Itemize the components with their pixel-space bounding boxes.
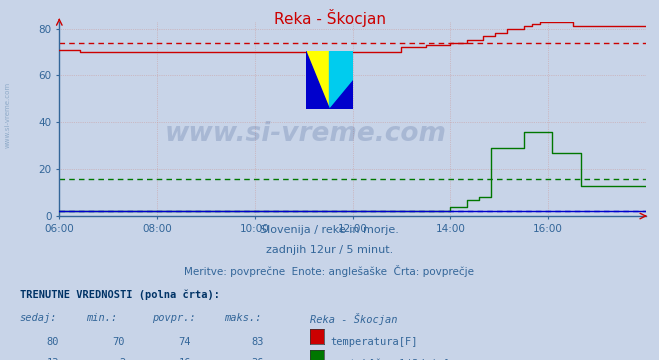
- Text: www.si-vreme.com: www.si-vreme.com: [5, 82, 11, 148]
- Text: Reka - Škocjan: Reka - Škocjan: [273, 9, 386, 27]
- Polygon shape: [306, 51, 330, 109]
- Text: zadnjih 12ur / 5 minut.: zadnjih 12ur / 5 minut.: [266, 245, 393, 255]
- Text: 2: 2: [119, 358, 125, 360]
- Bar: [306, 51, 330, 109]
- Text: 13: 13: [47, 358, 59, 360]
- Text: maks.:: maks.:: [224, 313, 262, 323]
- Text: 83: 83: [251, 337, 264, 347]
- Text: TRENUTNE VREDNOSTI (polna črta):: TRENUTNE VREDNOSTI (polna črta):: [20, 290, 219, 300]
- Text: 16: 16: [179, 358, 191, 360]
- Text: Meritve: povprečne  Enote: anglešaške  Črta: povprečje: Meritve: povprečne Enote: anglešaške Črt…: [185, 265, 474, 276]
- Text: 74: 74: [179, 337, 191, 347]
- Text: Slovenija / reke in morje.: Slovenija / reke in morje.: [260, 225, 399, 235]
- Text: povpr.:: povpr.:: [152, 313, 195, 323]
- Polygon shape: [330, 80, 353, 109]
- Text: 80: 80: [47, 337, 59, 347]
- Text: 70: 70: [113, 337, 125, 347]
- Bar: [330, 51, 353, 109]
- Text: 36: 36: [251, 358, 264, 360]
- Text: www.si-vreme.com: www.si-vreme.com: [165, 121, 447, 147]
- Text: temperatura[F]: temperatura[F]: [331, 337, 418, 347]
- Text: pretok[čevelj3/min]: pretok[čevelj3/min]: [331, 358, 449, 360]
- Text: Reka - Škocjan: Reka - Škocjan: [310, 313, 397, 325]
- Text: min.:: min.:: [86, 313, 117, 323]
- Text: sedaj:: sedaj:: [20, 313, 57, 323]
